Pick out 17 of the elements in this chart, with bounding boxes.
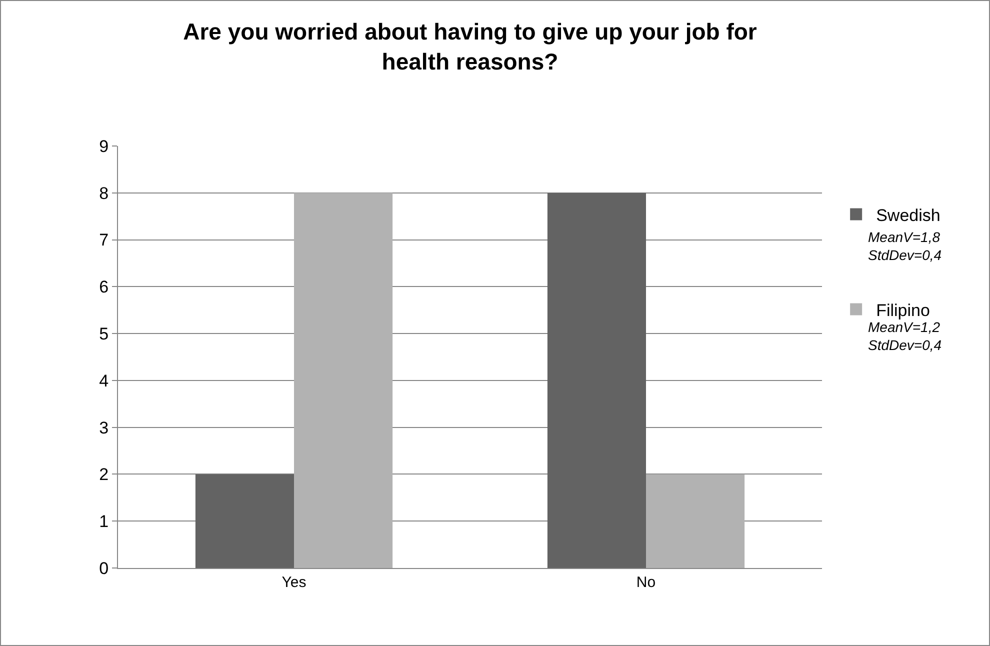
legend-label: Filipino [876, 300, 930, 320]
y-tick-label: 9 [99, 136, 109, 156]
y-tick-label: 1 [99, 512, 109, 532]
legend-label: Swedish [876, 206, 940, 225]
y-tick-label: 6 [99, 278, 109, 297]
x-tick-label: No [636, 574, 656, 591]
y-tick-label: 5 [99, 324, 109, 344]
chart-title: Are you worried about having to give up your job for health reasons? [183, 18, 757, 75]
y-tick-label: 8 [99, 184, 109, 203]
y-tick-label: 2 [99, 465, 109, 484]
y-tick-label: 0 [99, 558, 109, 578]
y-tick-label: 7 [99, 230, 109, 250]
y-tick-label: 3 [99, 418, 109, 438]
x-tick-label: Yes [282, 574, 306, 591]
text: MeanV=1,8 StdDev=0,4 [868, 229, 942, 264]
text: MeanV=1,2 StdDev=0,4 [868, 319, 942, 354]
y-tick-label: 4 [99, 371, 109, 390]
